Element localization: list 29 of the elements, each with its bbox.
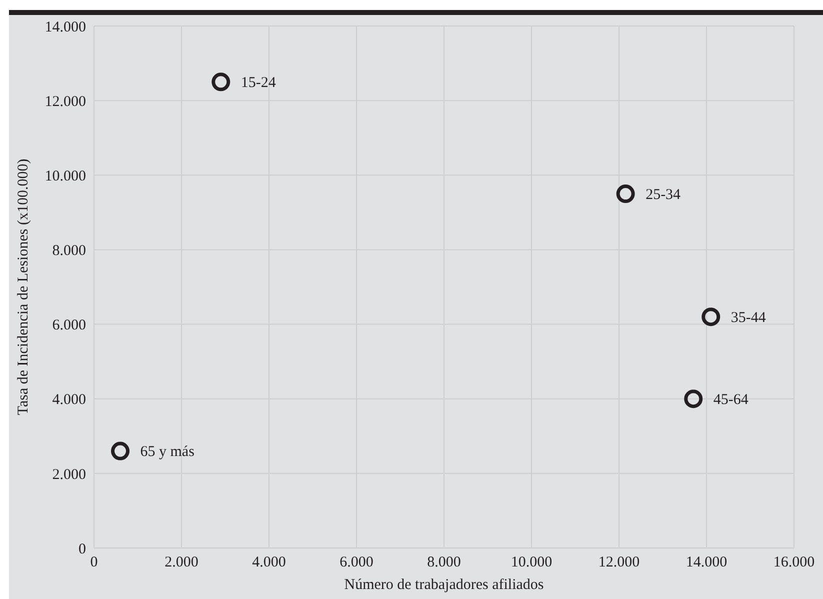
point bbox=[111, 442, 130, 460]
annotation: 35-44 bbox=[730, 310, 766, 326]
y-tick-label: 10.000 bbox=[44, 168, 86, 184]
point bbox=[616, 184, 635, 204]
x-tick-label: 10.000 bbox=[510, 554, 552, 571]
x-tick-label: 6.000 bbox=[340, 554, 374, 571]
annotation: 65 y más bbox=[140, 444, 195, 460]
annotation: 45-64 bbox=[713, 392, 749, 408]
x-tick-label: 0 bbox=[90, 554, 98, 571]
y-tick-label: 0 bbox=[78, 541, 86, 558]
y-tick-label: 12.000 bbox=[44, 94, 86, 110]
annotation: 25-34 bbox=[646, 186, 682, 203]
point bbox=[212, 72, 230, 92]
x-tick-label: 8.000 bbox=[427, 554, 461, 571]
x-tick-label: 4.000 bbox=[252, 554, 286, 571]
x-tick-label: 2.000 bbox=[164, 554, 198, 571]
point bbox=[684, 390, 703, 408]
y-tick-label: 4.000 bbox=[52, 392, 86, 408]
y-tick-label: 8.000 bbox=[52, 243, 86, 260]
x-tick-label: 14.000 bbox=[686, 554, 728, 571]
x-tick-label: 16.000 bbox=[773, 554, 815, 571]
x-tick-label: 12.000 bbox=[598, 554, 640, 571]
x-axis-title: Número de trabajadores afiliados bbox=[344, 577, 544, 593]
y-tick-label: 14.000 bbox=[44, 19, 86, 36]
y-tick-label: 6.000 bbox=[52, 318, 86, 334]
y-axis-title: Tasa de Incidencia de Lesiones (x100.000) bbox=[15, 158, 32, 416]
y-tick-label: 2.000 bbox=[52, 466, 86, 483]
point bbox=[702, 308, 720, 326]
annotation: 15-24 bbox=[240, 74, 276, 91]
